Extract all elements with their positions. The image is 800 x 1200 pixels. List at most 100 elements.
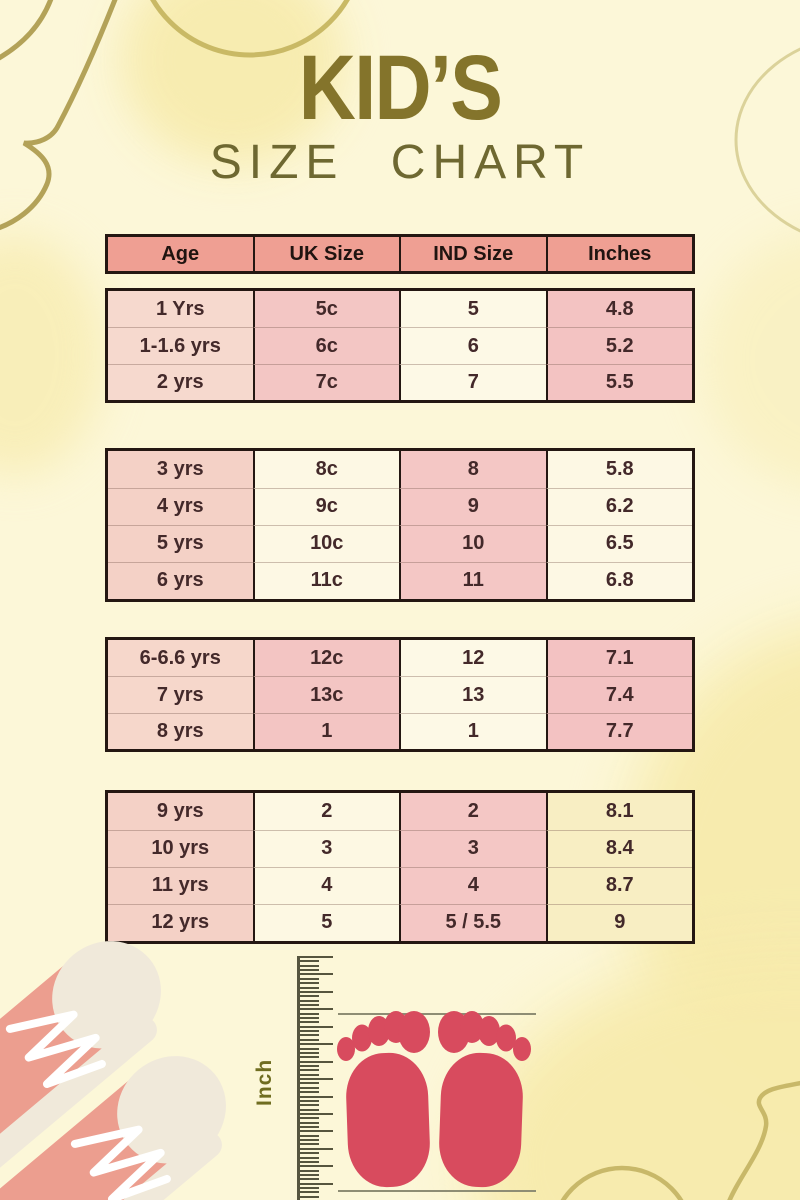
table-cell: 8.7: [545, 866, 692, 904]
ruler-baseline: [297, 956, 300, 1200]
table-cell: 5.8: [545, 451, 692, 488]
table-cell: 5.5: [545, 363, 692, 401]
right-footprint: [438, 1011, 531, 1188]
table-cell: 10 yrs: [108, 829, 253, 867]
table-cell: 1: [252, 712, 399, 750]
footprints-illustration: [337, 1011, 536, 1192]
ruler-tick: [299, 1047, 319, 1050]
ruler-tick: [299, 1095, 333, 1098]
ruler-tick: [299, 1073, 319, 1076]
table-row: 12 yrs 5 5 / 5.5 9: [108, 903, 692, 941]
table-row: 4 yrs 9c 9 6.2: [108, 487, 692, 525]
ruler-tick: [299, 1108, 319, 1111]
ruler-tick: [299, 1008, 333, 1011]
ruler-tick: [299, 1126, 319, 1129]
table-row: 6 yrs 11c 11 6.8: [108, 561, 692, 599]
ruler-tick: [299, 1069, 319, 1072]
table-cell: 5 / 5.5: [399, 903, 546, 941]
table-cell: 7 yrs: [108, 676, 253, 713]
table-row: 7 yrs 13c 13 7.4: [108, 676, 692, 713]
table-cell: 11: [399, 561, 546, 599]
ruler-tick: [299, 1104, 319, 1107]
table-cell: 3: [399, 829, 546, 867]
ruler-tick: [299, 1112, 333, 1115]
ruler-tick: [299, 956, 333, 958]
ruler-tick: [299, 960, 319, 963]
table-cell: 1 Yrs: [108, 291, 253, 328]
table-cell: 10c: [252, 524, 399, 562]
table-cell: 1: [399, 712, 546, 750]
ruler-tick: [299, 1051, 319, 1054]
table-cell: 2 yrs: [108, 363, 253, 401]
table-cell: 3: [252, 829, 399, 867]
size-table-section-2: 3 yrs 8c 8 5.8 4 yrs 9c 9 6.2 5 yrs 10c 10 6.5 6 yrs…: [105, 448, 695, 602]
table-row: 11 yrs 4 4 8.7: [108, 866, 692, 904]
table-cell: 12: [399, 640, 546, 677]
ruler-tick: [299, 1195, 319, 1198]
size-table-header: Age UK Size IND Size Inches: [105, 234, 695, 274]
ruler-tick: [299, 1099, 319, 1102]
table-row: 6-6.6 yrs 12c 12 7.1: [108, 640, 692, 677]
ruler-tick: [299, 999, 319, 1002]
table-cell: 6c: [252, 327, 399, 364]
table-cell: 11c: [252, 561, 399, 599]
table-cell: 7.1: [545, 640, 692, 677]
ruler-tick: [299, 1143, 319, 1146]
size-table-section-1: 1 Yrs 5c 5 4.8 1-1.6 yrs 6c 6 5.2 2 yrs 7c 7 5.5: [105, 288, 695, 404]
table-cell: 6.5: [545, 524, 692, 562]
ruler-tick: [299, 1130, 333, 1133]
ruler-tick: [299, 1030, 319, 1033]
table-cell: 9: [545, 903, 692, 941]
ruler-tick: [299, 1182, 333, 1185]
ruler-illustration: [297, 956, 337, 1200]
table-cell: 5: [252, 903, 399, 941]
table-cell: 8c: [252, 451, 399, 488]
ruler-tick: [299, 1121, 319, 1124]
ruler-tick: [299, 1043, 333, 1046]
header-cell-age: Age: [161, 242, 200, 265]
ruler-tick: [299, 1086, 319, 1089]
ruler-tick: [299, 1169, 319, 1172]
background-blob: [0, 235, 105, 475]
table-cell: 2: [252, 793, 399, 830]
ruler-tick: [299, 973, 333, 976]
table-cell: 5: [399, 291, 546, 328]
ruler-tick: [299, 1178, 319, 1181]
header-cell-uk-size: UK Size: [252, 237, 400, 271]
table-row: 1 Yrs 5c 5 4.8: [108, 291, 692, 328]
table-cell: 8.4: [545, 829, 692, 867]
left-footprint: [337, 1011, 430, 1188]
table-cell: 9c: [252, 487, 399, 525]
table-cell: 7c: [252, 363, 399, 401]
ruler-tick: [299, 1082, 319, 1085]
ruler-tick: [299, 1025, 333, 1028]
ruler-tick: [299, 1191, 319, 1194]
table-cell: 1-1.6 yrs: [108, 327, 253, 364]
baby-shoes-illustration: [0, 930, 270, 1200]
ruler-tick: [299, 986, 319, 989]
ruler-ticks: [299, 956, 333, 1200]
ruler-tick: [299, 1139, 319, 1142]
ruler-tick: [299, 1152, 319, 1155]
table-cell: 6 yrs: [108, 561, 253, 599]
table-cell: 9 yrs: [108, 793, 253, 830]
table-cell: 13: [399, 676, 546, 713]
table-cell: 7: [399, 363, 546, 401]
page-title: KID’S: [298, 37, 503, 139]
ruler-tick: [299, 1021, 319, 1024]
ruler-tick: [299, 1060, 333, 1063]
table-cell: 5 yrs: [108, 524, 253, 562]
table-row: 9 yrs 2 2 8.1: [108, 793, 692, 830]
ruler-tick: [299, 1134, 319, 1137]
ruler-tick: [299, 1165, 333, 1168]
table-cell: 8: [399, 451, 546, 488]
title-block: KID’S SIZE CHART: [0, 42, 800, 187]
ruler-tick: [299, 995, 319, 998]
header-row: Age UK Size IND Size Inches: [108, 237, 692, 271]
table-cell: 5.2: [545, 327, 692, 364]
table-cell: 5c: [252, 291, 399, 328]
ruler-tick: [299, 1034, 319, 1037]
ruler-tick: [299, 990, 333, 993]
size-table-section-3: 6-6.6 yrs 12c 12 7.1 7 yrs 13c 13 7.4 8 yrs 1 1 7.7: [105, 637, 695, 753]
